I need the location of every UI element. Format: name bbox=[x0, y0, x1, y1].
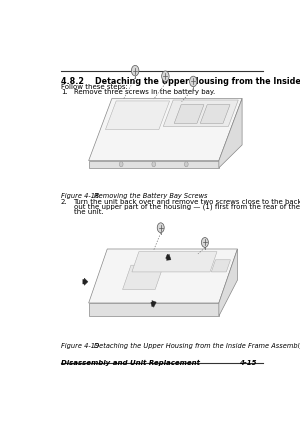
Polygon shape bbox=[89, 99, 242, 161]
Text: the unit.: the unit. bbox=[74, 209, 103, 215]
Text: Figure 4-18: Figure 4-18 bbox=[61, 193, 99, 199]
Text: Detaching the Upper Housing from the Inside Frame Assembly: Detaching the Upper Housing from the Ins… bbox=[94, 343, 300, 349]
Polygon shape bbox=[89, 303, 219, 316]
FancyArrow shape bbox=[83, 278, 88, 285]
Circle shape bbox=[201, 238, 208, 247]
Text: 4-15: 4-15 bbox=[238, 360, 256, 366]
Text: out the upper part of the housing — (1) first from the rear of the unit, then (2: out the upper part of the housing — (1) … bbox=[74, 204, 300, 210]
Polygon shape bbox=[123, 265, 164, 289]
Text: 1.: 1. bbox=[61, 89, 68, 95]
Polygon shape bbox=[132, 252, 217, 272]
Text: 2.: 2. bbox=[61, 199, 68, 205]
Polygon shape bbox=[211, 260, 230, 272]
Circle shape bbox=[119, 162, 123, 167]
Text: 4.8.2    Detaching the Upper Housing from the Inside Assembly: 4.8.2 Detaching the Upper Housing from t… bbox=[61, 77, 300, 86]
Polygon shape bbox=[89, 249, 238, 303]
Polygon shape bbox=[219, 249, 238, 316]
Text: Removing the Battery Bay Screws: Removing the Battery Bay Screws bbox=[94, 193, 208, 199]
Text: Follow these steps:: Follow these steps: bbox=[61, 84, 128, 90]
Polygon shape bbox=[106, 101, 170, 130]
FancyArrow shape bbox=[151, 300, 156, 307]
Circle shape bbox=[152, 162, 156, 167]
Text: Turn the unit back over and remove two screws close to the back part of the unit: Turn the unit back over and remove two s… bbox=[74, 199, 300, 205]
FancyArrow shape bbox=[166, 254, 171, 260]
Text: Remove three screws in the battery bay.: Remove three screws in the battery bay. bbox=[74, 89, 215, 95]
Text: Disassembly and Unit Replacement: Disassembly and Unit Replacement bbox=[61, 360, 200, 366]
Polygon shape bbox=[200, 105, 230, 123]
Circle shape bbox=[131, 65, 139, 76]
Circle shape bbox=[190, 76, 197, 87]
Circle shape bbox=[184, 162, 188, 167]
Text: Figure 4-19: Figure 4-19 bbox=[61, 343, 99, 349]
Circle shape bbox=[157, 223, 164, 232]
Polygon shape bbox=[219, 99, 242, 168]
Polygon shape bbox=[163, 100, 238, 126]
Polygon shape bbox=[89, 161, 219, 168]
Circle shape bbox=[162, 71, 169, 82]
Polygon shape bbox=[174, 105, 204, 123]
